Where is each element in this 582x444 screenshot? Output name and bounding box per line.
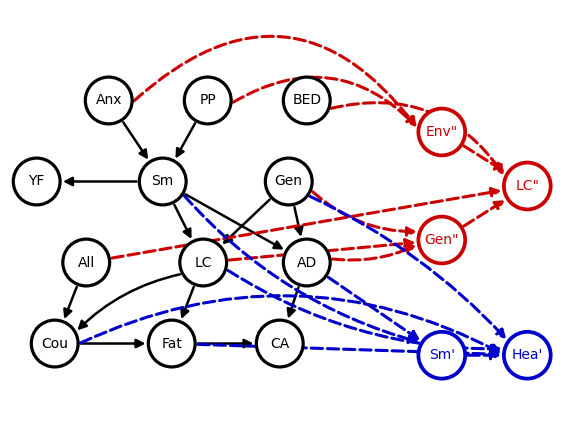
Text: PP: PP [200, 94, 216, 107]
Circle shape [265, 158, 312, 205]
Circle shape [86, 77, 132, 124]
Text: Anx: Anx [95, 94, 122, 107]
Text: CA: CA [270, 337, 289, 350]
Circle shape [504, 332, 551, 379]
Text: Fat: Fat [161, 337, 182, 350]
Circle shape [180, 239, 226, 286]
Circle shape [139, 158, 186, 205]
Text: LC: LC [194, 255, 212, 270]
Circle shape [148, 320, 195, 367]
Text: Sm': Sm' [429, 348, 455, 362]
Text: Sm: Sm [151, 174, 174, 189]
Circle shape [418, 332, 465, 379]
Circle shape [63, 239, 109, 286]
Circle shape [283, 239, 330, 286]
Text: Cou: Cou [41, 337, 68, 350]
Circle shape [256, 320, 303, 367]
Text: All: All [77, 255, 95, 270]
Circle shape [31, 320, 78, 367]
Text: YF: YF [29, 174, 45, 189]
Text: AD: AD [297, 255, 317, 270]
Circle shape [13, 158, 60, 205]
Text: Hea': Hea' [512, 348, 543, 362]
Text: Gen": Gen" [424, 233, 459, 247]
Text: Env": Env" [425, 125, 458, 139]
Circle shape [283, 77, 330, 124]
Circle shape [418, 217, 465, 263]
Text: BED: BED [292, 94, 321, 107]
Text: Gen: Gen [275, 174, 303, 189]
Circle shape [504, 163, 551, 210]
Circle shape [184, 77, 231, 124]
Text: LC": LC" [515, 179, 540, 193]
Circle shape [418, 109, 465, 155]
